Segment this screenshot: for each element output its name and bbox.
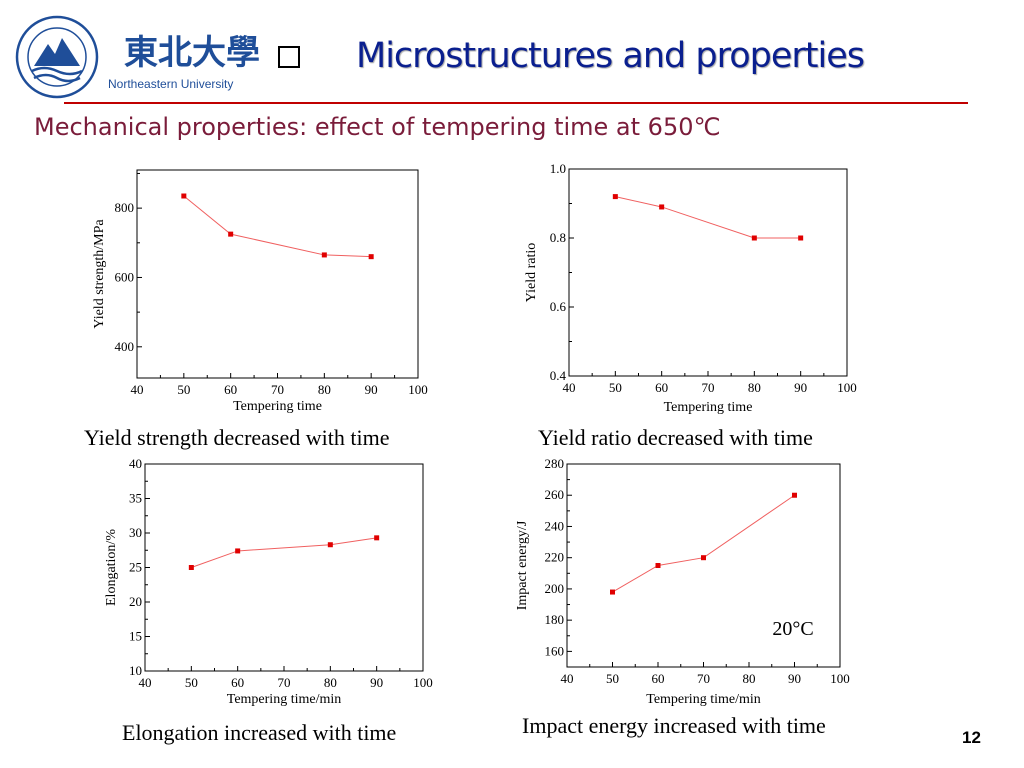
- x-tick-label: 100: [837, 380, 857, 395]
- data-point: [374, 535, 379, 540]
- plot-frame: [569, 169, 847, 376]
- plot-frame: [137, 170, 418, 378]
- y-axis-label: Yield ratio: [524, 243, 539, 303]
- plot-frame: [567, 464, 840, 667]
- data-point: [701, 555, 706, 560]
- y-tick-label: 280: [545, 456, 565, 471]
- data-point: [610, 590, 615, 595]
- data-point: [659, 204, 664, 209]
- caption-elongation: Elongation increased with time: [122, 720, 396, 746]
- x-tick-label: 70: [702, 380, 715, 395]
- y-tick-label: 20: [129, 594, 142, 609]
- data-point: [235, 548, 240, 553]
- data-point: [752, 236, 757, 241]
- plot-frame: [145, 464, 423, 671]
- title-divider: [64, 102, 968, 104]
- chart-yr: 40 50 60 70 80 90 100 0.4 0.6 0.8 1.0 Tempering tim…: [524, 161, 857, 415]
- y-tick-label: 35: [129, 491, 142, 506]
- slide-subtitle: Mechanical properties: effect of temperi…: [34, 113, 720, 141]
- data-point: [656, 563, 661, 568]
- x-tick-label: 90: [794, 380, 807, 395]
- y-axis-label: Yield strength/MPa: [92, 219, 107, 329]
- x-tick-label: 50: [177, 382, 190, 397]
- chart-ys: 40 50 60 70 80 90 100 400 600 800 Tempering time Yi…: [92, 170, 428, 414]
- x-axis-label: Tempering time: [233, 399, 322, 414]
- x-axis-label: Tempering time/min: [227, 692, 342, 707]
- x-tick-label: 80: [748, 380, 761, 395]
- x-axis-label: Tempering time/min: [646, 692, 761, 707]
- caption-impact-energy: Impact energy increased with time: [522, 713, 826, 739]
- y-tick-label: 0.8: [550, 230, 566, 245]
- y-tick-label: 30: [129, 525, 142, 540]
- x-tick-label: 70: [697, 671, 710, 686]
- caption-yield-ratio: Yield ratio decreased with time: [538, 425, 813, 451]
- university-name-cn: 東北大學: [124, 33, 260, 73]
- x-tick-label: 50: [606, 671, 619, 686]
- y-tick-label: 180: [545, 612, 565, 627]
- y-tick-label: 15: [129, 629, 142, 644]
- y-tick-label: 240: [545, 518, 565, 533]
- x-tick-label: 80: [318, 382, 331, 397]
- data-point: [228, 232, 233, 237]
- x-tick-label: 80: [324, 675, 337, 690]
- y-tick-label: 40: [129, 456, 142, 471]
- x-axis-label: Tempering time: [664, 400, 753, 415]
- y-tick-label: 220: [545, 550, 565, 565]
- data-point: [613, 194, 618, 199]
- x-tick-label: 100: [830, 671, 850, 686]
- series-line: [191, 538, 376, 568]
- x-tick-label: 60: [231, 675, 244, 690]
- university-logo: 東北大學 Northeastern University: [12, 14, 262, 105]
- y-tick-label: 260: [545, 487, 565, 502]
- x-tick-label: 70: [278, 675, 291, 690]
- y-tick-label: 600: [115, 269, 135, 284]
- y-tick-label: 10: [129, 663, 142, 678]
- x-tick-label: 40: [563, 380, 576, 395]
- x-tick-label: 100: [413, 675, 433, 690]
- x-tick-label: 60: [655, 380, 668, 395]
- page-number: 12: [962, 728, 981, 748]
- x-tick-label: 40: [561, 671, 574, 686]
- series-line: [184, 196, 371, 257]
- x-tick-label: 40: [139, 675, 152, 690]
- x-tick-label: 60: [652, 671, 665, 686]
- data-point: [189, 565, 194, 570]
- chart-ie: 40 50 60 70 80 90 100 160 180 200 220 240 260 280 Temp…: [515, 456, 850, 707]
- y-tick-label: 800: [115, 200, 135, 215]
- data-point: [369, 254, 374, 259]
- x-tick-label: 90: [788, 671, 801, 686]
- data-point: [798, 236, 803, 241]
- x-tick-label: 40: [131, 382, 144, 397]
- x-tick-label: 80: [743, 671, 756, 686]
- chart-el: 40 50 60 70 80 90 100 10 15 20 25 30 35 40 Tempering t…: [104, 456, 433, 707]
- y-axis-label: Impact energy/J: [515, 520, 530, 610]
- y-tick-label: 200: [545, 581, 565, 596]
- university-name: Northeastern University: [108, 77, 233, 91]
- caption-yield-strength: Yield strength decreased with time: [84, 425, 389, 451]
- y-tick-label: 400: [115, 339, 135, 354]
- y-axis-label: Elongation/%: [104, 529, 119, 606]
- x-tick-label: 50: [609, 380, 622, 395]
- x-tick-label: 100: [408, 382, 428, 397]
- title-bullet: [278, 46, 300, 68]
- x-tick-label: 90: [365, 382, 378, 397]
- y-tick-label: 1.0: [550, 161, 566, 176]
- x-tick-label: 70: [271, 382, 284, 397]
- data-point: [181, 194, 186, 199]
- chart-annotation: 20°C: [772, 618, 813, 640]
- series-line: [613, 495, 795, 592]
- y-tick-label: 25: [129, 560, 142, 575]
- series-line: [615, 197, 800, 238]
- y-tick-label: 0.4: [550, 368, 567, 383]
- x-tick-label: 60: [224, 382, 237, 397]
- x-tick-label: 90: [370, 675, 383, 690]
- slide-title: Microstructures and properties: [356, 36, 864, 76]
- data-point: [322, 252, 327, 257]
- y-tick-label: 0.6: [550, 299, 567, 314]
- data-point: [328, 542, 333, 547]
- data-point: [792, 493, 797, 498]
- y-tick-label: 160: [545, 643, 565, 658]
- x-tick-label: 50: [185, 675, 198, 690]
